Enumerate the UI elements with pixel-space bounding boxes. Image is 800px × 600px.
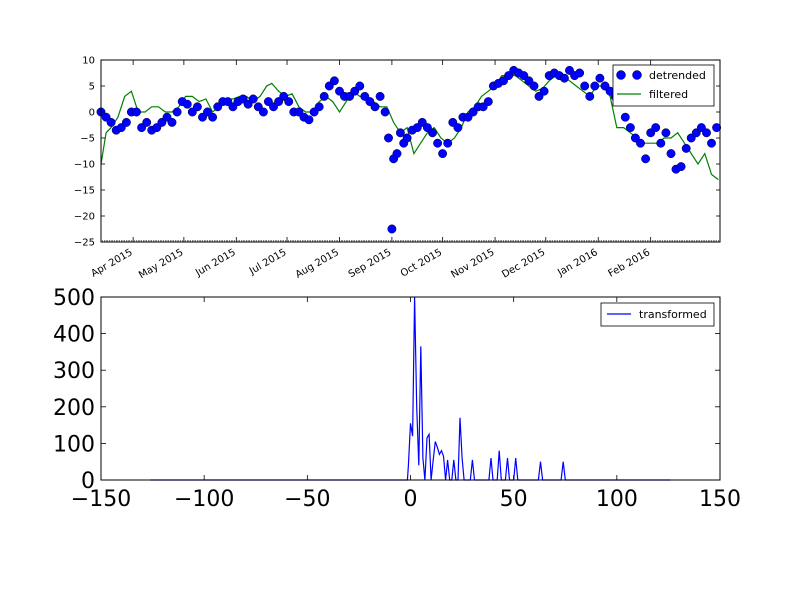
data-point-detrended [384, 133, 393, 143]
x-tick-label: −100 [174, 487, 234, 512]
data-point-detrended [580, 81, 590, 91]
x-tick-label: −50 [284, 487, 330, 512]
bottom-chart-legend: transformed [600, 302, 715, 327]
data-point-detrended [590, 81, 600, 91]
legend-box [612, 64, 715, 107]
data-point-detrended [712, 123, 722, 133]
data-point-detrended [355, 81, 365, 91]
y-tick-label: 400 [53, 323, 95, 348]
data-point-detrended [443, 138, 453, 148]
legend-label-transformed: transformed [639, 308, 707, 321]
transformed-chart: 0 100 200 300 400 500 −150 −100 −50 0 50 100 150 tr… [53, 286, 741, 512]
legend-label-detrended: detrended [649, 69, 706, 82]
data-point-detrended [208, 112, 218, 122]
data-point-detrended [395, 128, 405, 138]
y-tick-label: 200 [53, 396, 95, 421]
data-point-detrended [676, 162, 686, 172]
x-tick-label: −150 [71, 487, 131, 512]
data-point-detrended [370, 102, 380, 112]
data-point-detrended [319, 91, 329, 101]
data-point-detrended [661, 128, 671, 138]
x-tick-label: 150 [699, 487, 741, 512]
data-point-detrended [438, 149, 448, 159]
data-point-detrended [620, 112, 630, 122]
data-point-detrended [453, 123, 463, 133]
y-tick-label: −10 [74, 160, 95, 171]
data-point-detrended [182, 99, 192, 109]
data-point-detrended [681, 143, 691, 153]
data-point-detrended [702, 128, 711, 138]
data-point-detrended [392, 149, 402, 159]
data-point-detrended [539, 86, 549, 96]
data-point-detrended [380, 107, 390, 117]
data-point-detrended [666, 149, 676, 159]
data-point-detrended [707, 138, 716, 148]
data-point-detrended [636, 138, 645, 148]
y-tick-label: 0 [81, 469, 95, 494]
data-point-detrended [656, 138, 666, 148]
data-point-detrended [483, 97, 493, 107]
data-point-detrended [651, 123, 661, 133]
data-point-detrended [595, 73, 605, 83]
y-tick-label: 0 [89, 108, 95, 119]
y-tick-label: −20 [74, 212, 95, 223]
data-point-detrended [142, 117, 152, 127]
legend-marker-detrended [632, 70, 642, 80]
legend-label-filtered: filtered [649, 88, 688, 101]
data-point-detrended [625, 123, 635, 133]
bottom-chart-x-axis: −150 −100 −50 0 50 100 150 [71, 297, 741, 512]
x-tick-label: 50 [500, 487, 528, 512]
y-tick-label: 500 [53, 286, 95, 311]
data-point-detrended [433, 138, 443, 148]
data-point-detrended [121, 117, 131, 127]
y-tick-label: −5 [80, 134, 95, 145]
data-point-detrended [258, 107, 268, 117]
top-chart-legend: detrended filtered [612, 64, 715, 107]
data-point-detrended [641, 154, 651, 164]
data-point-detrended [314, 102, 324, 112]
y-tick-label: 300 [53, 359, 95, 384]
bottom-chart-y-axis: 0 100 200 300 400 500 [53, 286, 720, 494]
data-point-detrended [329, 76, 339, 86]
data-point-detrended [575, 68, 585, 78]
data-point-detrended [402, 133, 412, 143]
y-tick-label: −15 [74, 186, 95, 197]
data-point-detrended [559, 73, 569, 83]
data-point-detrended [106, 117, 116, 127]
top-chart-series [96, 65, 722, 234]
data-point-detrended [529, 81, 539, 91]
data-point-detrended [387, 224, 397, 234]
data-point-detrended [585, 91, 595, 101]
data-point-detrended [192, 102, 202, 112]
series-line-filtered [100, 75, 719, 181]
y-tick-label: 10 [82, 56, 95, 67]
y-tick-label: −25 [74, 238, 95, 249]
legend-box [600, 302, 715, 327]
x-tick-label: 0 [404, 487, 418, 512]
data-point-detrended [304, 115, 314, 125]
x-tick-label: 100 [596, 487, 638, 512]
top-chart-y-axis: 10 5 0 −5 −10 −15 −20 −25 [74, 56, 720, 249]
y-tick-label: 5 [89, 82, 95, 93]
data-point-detrended [248, 94, 258, 104]
legend-marker-detrended [616, 70, 626, 80]
data-point-detrended [284, 97, 294, 107]
data-point-detrended [375, 91, 385, 101]
data-point-detrended [428, 128, 437, 138]
data-point-detrended [172, 107, 182, 117]
data-point-detrended [167, 117, 177, 127]
y-tick-label: 100 [53, 432, 95, 457]
data-point-detrended [132, 107, 141, 117]
